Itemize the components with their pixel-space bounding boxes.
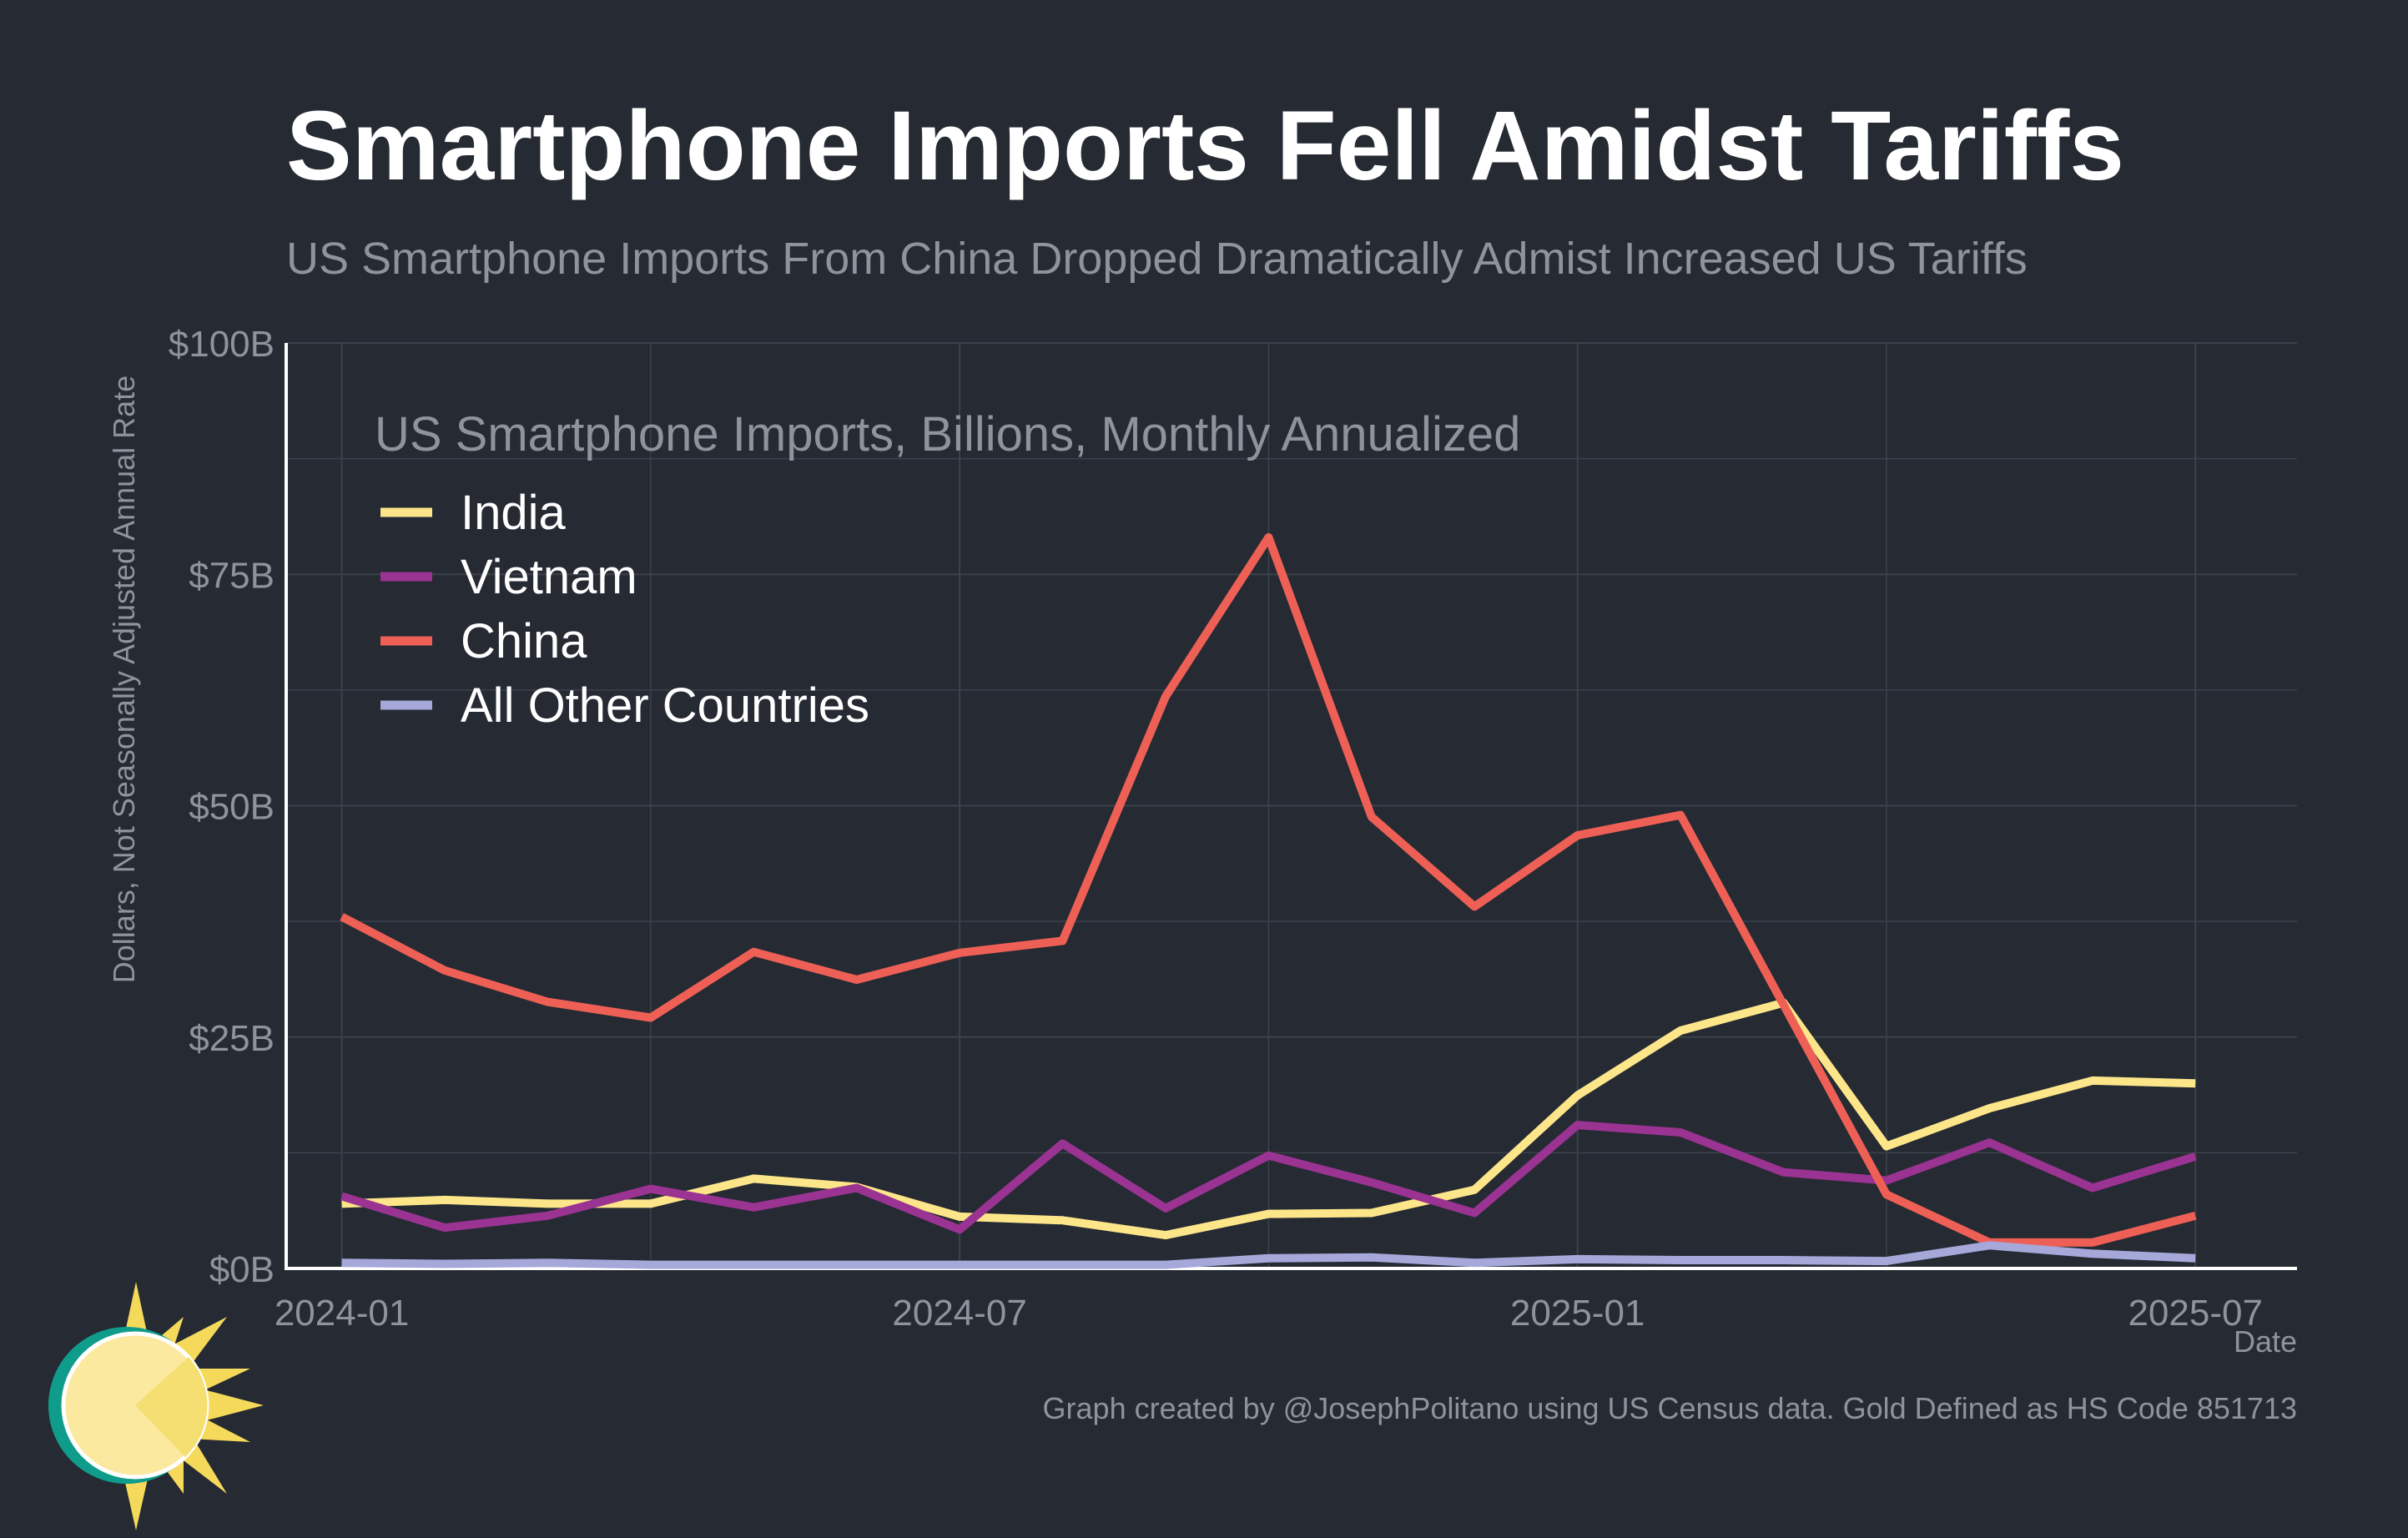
chart-subtitle: US Smartphone Imports From China Dropped…: [286, 234, 2028, 284]
y-axis-label: Dollars, Not Seasonally Adjusted Annual …: [107, 376, 141, 983]
series-line-china: [340, 532, 2197, 1247]
series-line-india: [341, 998, 2196, 1240]
grid: [286, 342, 2297, 1269]
x-tick-label: 2025-07: [2128, 1293, 2262, 1334]
y-tick-label: $100B: [169, 324, 275, 365]
legend-item-label: India: [461, 486, 567, 540]
y-tick-label: $0B: [209, 1249, 275, 1290]
legend-item-label: China: [461, 614, 587, 668]
legend-item-label: Vietnam: [461, 550, 637, 604]
x-tick-label: 2024-01: [275, 1293, 409, 1334]
y-tick-label: $50B: [189, 787, 275, 828]
y-tick-label: $75B: [189, 555, 275, 596]
axes: $0B $25B $50B $75B $100B 2024-01 2024-07 2025-0…: [169, 324, 2297, 1334]
chart-title: Smartphone Imports Fell Amidst Tariffs: [286, 91, 2124, 201]
footer-credit: Graph created by @JosephPolitano using U…: [1043, 1391, 2297, 1425]
x-tick-label: 2025-01: [1510, 1293, 1645, 1334]
x-tick-label: 2024-07: [892, 1293, 1026, 1334]
legend: US Smartphone Imports, Billions, Monthly…: [375, 407, 1520, 733]
series-line-all-other-countries: [341, 1241, 2196, 1269]
series-line-vietnam: [340, 1121, 2197, 1234]
sun-icon: [48, 1282, 264, 1530]
legend-title: US Smartphone Imports, Billions, Monthly…: [375, 407, 1520, 461]
legend-item-label: All Other Countries: [461, 678, 869, 733]
series-lines: [340, 532, 2197, 1269]
y-tick-label: $25B: [189, 1018, 275, 1059]
x-axis-label: Date: [2234, 1324, 2297, 1359]
